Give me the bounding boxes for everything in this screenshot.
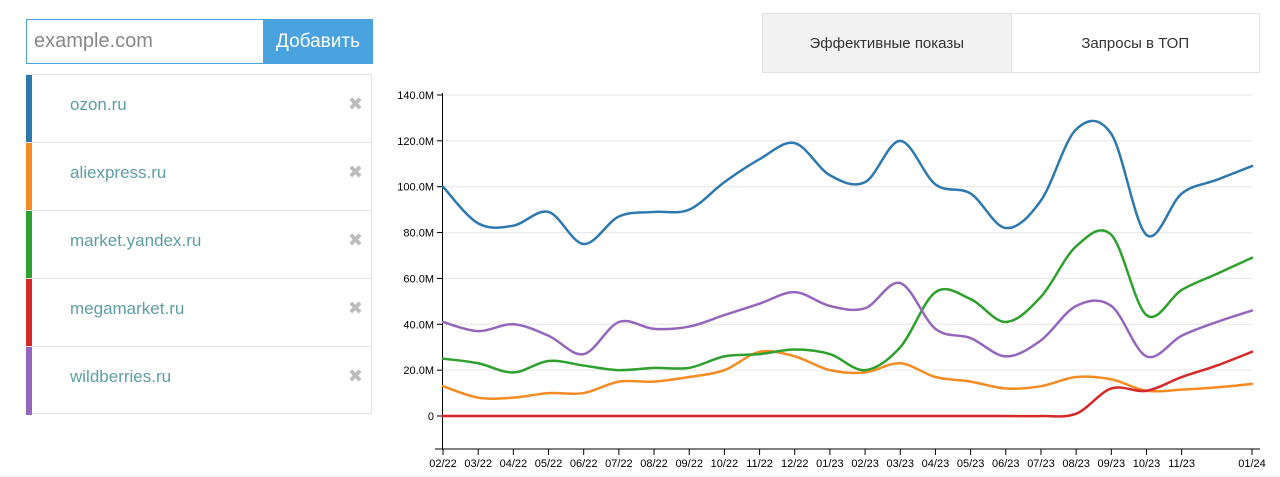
series-color-bar xyxy=(26,143,32,210)
site-label: market.yandex.ru xyxy=(70,231,202,250)
x-tick-label: 07/22 xyxy=(605,458,633,470)
x-tick-label: 11/23 xyxy=(1168,458,1195,470)
y-tick-label: 100.0M xyxy=(397,182,434,194)
metric-tabs: Эффективные показы Запросы в ТОП xyxy=(762,13,1260,73)
x-tick-label: 12/22 xyxy=(781,458,809,470)
site-label: ozon.ru xyxy=(70,95,127,114)
series-line-market-yandex-ru xyxy=(441,229,1254,374)
x-tick-label: 04/22 xyxy=(500,458,528,470)
x-tick-label: 08/22 xyxy=(640,458,668,470)
site-item-wildberries[interactable]: wildberries.ru ✖ xyxy=(26,347,371,415)
chart-svg: 0 20.0M 40.0M 60.0M 80.0M 100.0M 120.0M 140.0M 0… xyxy=(397,90,1266,470)
x-tick-label: 10/23 xyxy=(1133,458,1161,470)
x-tick-label: 08/23 xyxy=(1062,458,1090,470)
y-tick-label: 40.0M xyxy=(403,319,434,331)
x-tick-label: 04/23 xyxy=(922,458,950,470)
x-tick-label: 10/22 xyxy=(711,458,739,470)
y-tick-label: 80.0M xyxy=(403,228,434,240)
y-tick-label: 60.0M xyxy=(403,273,434,285)
x-tick-label: 02/23 xyxy=(851,458,879,470)
site-list: ozon.ru ✖ aliexpress.ru ✖ market.yandex.… xyxy=(26,74,372,415)
line-chart: 0 20.0M 40.0M 60.0M 80.0M 100.0M 120.0M 140.0M 0… xyxy=(372,74,1280,477)
tab-effective-impressions[interactable]: Эффективные показы xyxy=(763,14,1012,72)
close-icon[interactable]: ✖ xyxy=(347,162,363,182)
url-input[interactable] xyxy=(26,19,263,64)
x-tick-label: 05/22 xyxy=(535,458,563,470)
y-tick-label: 0 xyxy=(428,411,434,423)
add-button[interactable]: Добавить xyxy=(263,19,373,64)
x-tick-label: 01/24 xyxy=(1238,458,1266,470)
series-line-ozon-ru xyxy=(441,119,1254,246)
y-tick-label: 120.0M xyxy=(397,136,434,148)
x-tick-label: 09/22 xyxy=(675,458,703,470)
site-label: wildberries.ru xyxy=(70,367,172,386)
close-icon[interactable]: ✖ xyxy=(347,230,363,250)
series-color-bar xyxy=(26,211,32,278)
add-site-form: Добавить xyxy=(26,19,373,64)
x-tick-label: 11/22 xyxy=(746,458,773,470)
close-icon[interactable]: ✖ xyxy=(347,366,363,386)
series-line-megamarket-ru xyxy=(441,350,1254,418)
site-label: megamarket.ru xyxy=(70,299,185,318)
x-tick-label: 02/22 xyxy=(429,458,457,470)
x-tick-label: 05/23 xyxy=(957,458,985,470)
close-icon[interactable]: ✖ xyxy=(347,94,363,114)
site-item-megamarket[interactable]: megamarket.ru ✖ xyxy=(26,279,371,347)
site-item-aliexpress[interactable]: aliexpress.ru ✖ xyxy=(26,143,371,211)
x-tick-label: 06/23 xyxy=(992,458,1020,470)
y-tick-label: 20.0M xyxy=(403,365,434,377)
series-color-bar xyxy=(26,347,32,415)
series-color-bar xyxy=(26,279,32,346)
x-tick-label: 03/22 xyxy=(464,458,492,470)
series-color-bar xyxy=(26,75,32,142)
y-tick-label: 140.0M xyxy=(397,90,434,102)
x-tick-label: 07/23 xyxy=(1027,458,1055,470)
series-line-aliexpress-ru xyxy=(441,349,1254,400)
x-tick-label: 09/23 xyxy=(1098,458,1126,470)
x-tick-label: 06/22 xyxy=(570,458,598,470)
site-item-market-yandex[interactable]: market.yandex.ru ✖ xyxy=(26,211,371,279)
site-label: aliexpress.ru xyxy=(70,163,167,182)
x-tick-label: 01/23 xyxy=(816,458,844,470)
site-item-ozon[interactable]: ozon.ru ✖ xyxy=(26,75,371,143)
close-icon[interactable]: ✖ xyxy=(347,298,363,318)
x-tick-label: 03/23 xyxy=(886,458,914,470)
tab-top-queries[interactable]: Запросы в ТОП xyxy=(1081,34,1190,52)
series-line-wildberries-ru xyxy=(441,281,1254,359)
